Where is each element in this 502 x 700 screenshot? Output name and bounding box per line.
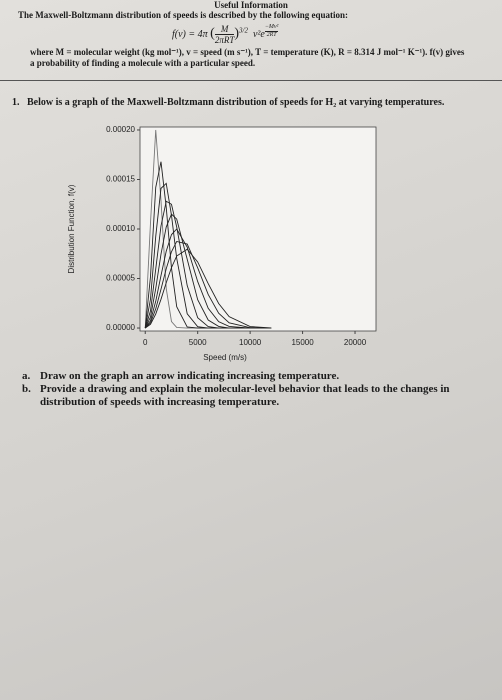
y-tick-label: 0.00015 — [106, 175, 135, 184]
question-number: 1. — [12, 97, 20, 108]
y-tick-label: 0.00020 — [106, 125, 135, 134]
distribution-curve — [144, 228, 272, 329]
x-tick-label: 20000 — [344, 338, 367, 347]
part-text: Draw on the graph an arrow indicating in… — [40, 370, 340, 382]
question-text: Below is a graph of the Maxwell-Boltzman… — [27, 97, 445, 108]
part-letter: a. — [22, 370, 31, 382]
eq-denominator: 2πRT — [214, 34, 235, 45]
divider — [0, 80, 502, 81]
header-title: Useful Information — [214, 0, 288, 10]
x-tick-label: 5000 — [189, 338, 207, 347]
x-tick-label: 15000 — [291, 338, 314, 347]
equation: f(v) = 4π (M 2πRT)3/2 v²e −Mv² 2RT — [172, 24, 279, 45]
x-axis-label: Speed (m/s) — [203, 353, 247, 362]
chart: Speed (m/s) Distribution Function, f(v) … — [67, 125, 377, 362]
distribution-curve — [144, 248, 272, 329]
part-text: Provide a drawing and explain the molecu… — [40, 383, 450, 408]
equation-lhs: f(v) = 4π — [172, 28, 208, 40]
y-tick-label: 0.00000 — [106, 323, 135, 332]
x-tick-label: 0 — [143, 338, 148, 347]
eq-power: 3/2 — [239, 26, 248, 35]
part-letter: b. — [22, 383, 31, 395]
y-tick-label: 0.00010 — [106, 224, 135, 233]
eq-exp-numerator: −Mv² — [264, 24, 279, 30]
distribution-curve — [144, 213, 272, 329]
distribution-curve — [144, 240, 272, 329]
header-intro: The Maxwell-Boltzmann distribution of sp… — [18, 10, 349, 20]
eq-exp-denominator: 2RT — [264, 31, 279, 38]
header-definitions: where M = molecular weight (kg mol⁻¹), v… — [30, 47, 465, 68]
eq-numerator: M — [220, 24, 229, 34]
plot-frame — [139, 126, 377, 332]
y-tick-label: 0.00005 — [106, 274, 135, 283]
eq-term: v²e — [252, 28, 265, 40]
y-axis-label: Distribution Function, f(v) — [67, 184, 76, 273]
x-tick-label: 10000 — [239, 338, 262, 347]
